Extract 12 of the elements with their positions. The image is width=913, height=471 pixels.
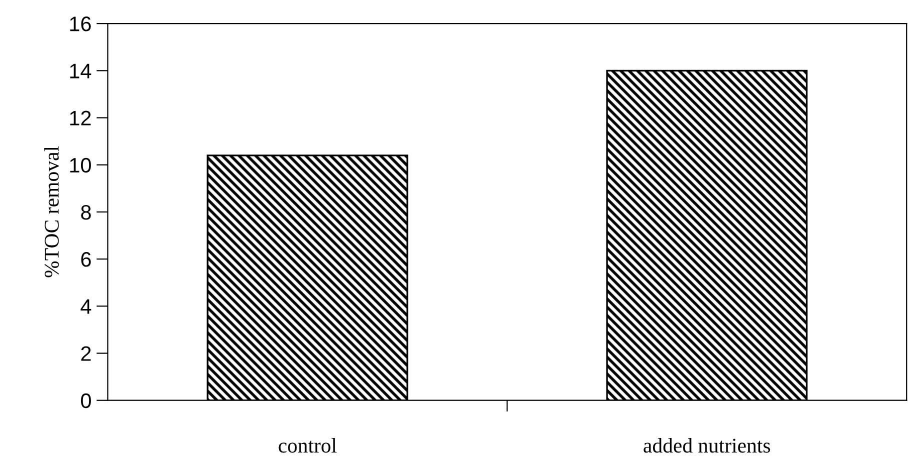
y-tick-label: 2	[81, 346, 91, 361]
y-tick-label: 16	[70, 16, 91, 32]
y-tick-label: 14	[70, 64, 92, 78]
y-tick-label: 4	[80, 299, 92, 314]
x-tick-label: control	[278, 438, 337, 453]
y-axis-title: %TOC removal	[44, 146, 59, 278]
y-tick-label: 6	[81, 252, 91, 267]
y-tick-label: 8	[81, 204, 91, 220]
x-tick-label: added nutrients	[644, 438, 770, 453]
y-tick-label: 0	[80, 393, 91, 408]
y-tick-label: 10	[70, 158, 91, 173]
y-tick-label: 12	[70, 110, 91, 126]
